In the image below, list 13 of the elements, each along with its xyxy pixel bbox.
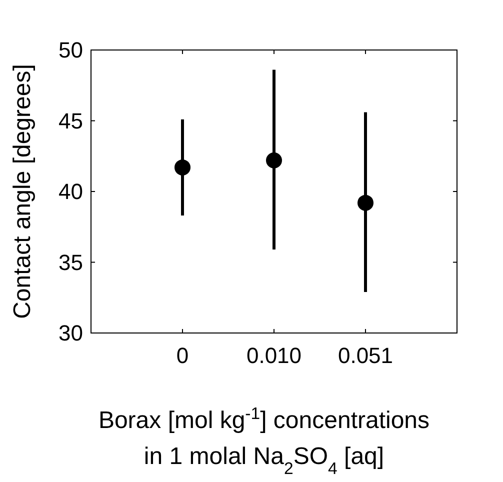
point: [174, 159, 190, 176]
x-tick-label: 0.010: [246, 343, 302, 368]
y-tick-label: 50: [58, 38, 83, 63]
y-tick-label: 45: [58, 108, 83, 134]
x-tick-label: 0: [176, 343, 189, 368]
y-tick-label: 30: [58, 320, 83, 346]
point: [358, 194, 374, 211]
y-axis-title: Contact angle [degrees]: [9, 64, 36, 319]
x-tick-label: 0.051: [338, 343, 394, 368]
point: [266, 152, 282, 168]
x-axis-title: Borax [mol kg$^{-1}$] concentrations in 1 molal Na$_{2}$SO$_{4}$ [aq]: [98, 404, 430, 478]
y-tick-label: 35: [58, 250, 83, 275]
y-tick-label: 40: [58, 179, 83, 204]
